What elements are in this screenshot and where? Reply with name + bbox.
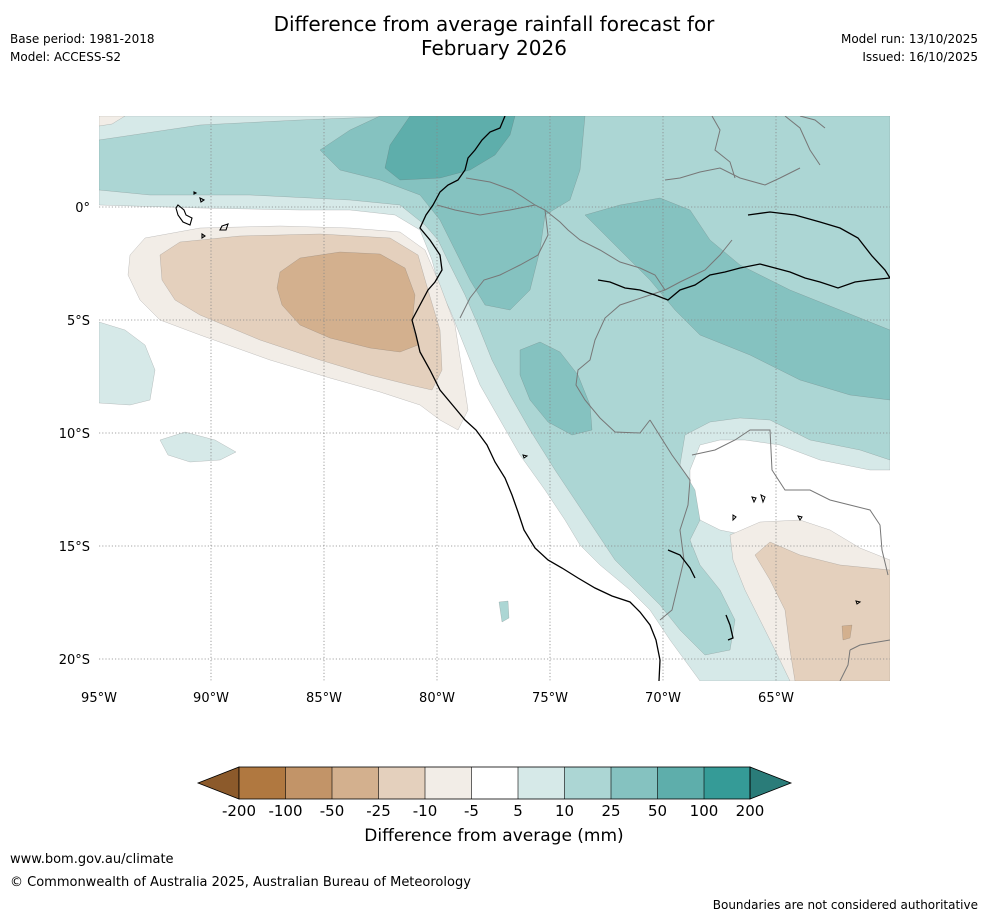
colorbar-tick: 100 bbox=[690, 802, 719, 820]
colorbar-arrow-high bbox=[749, 766, 793, 800]
lat-label: 20°S bbox=[59, 653, 90, 668]
colorbar: -200 -100 -50 -25 -10 -5 5 10 25 50 100 … bbox=[196, 766, 793, 820]
lon-label: 70°W bbox=[645, 691, 681, 706]
colorbar-arrow-low bbox=[196, 766, 240, 800]
wet-region-darker bbox=[384, 116, 516, 181]
colorbar-tick: -50 bbox=[320, 802, 345, 820]
colorbar-segment bbox=[611, 767, 658, 799]
colorbar-segment bbox=[332, 767, 379, 799]
meta-right: Model run: 13/10/2025 Issued: 16/10/2025 bbox=[841, 30, 978, 66]
longitude-labels: 95°W 90°W 85°W 80°W 75°W 70°W 65°W bbox=[81, 691, 794, 706]
colorbar-segment bbox=[471, 767, 518, 799]
coastline bbox=[411, 116, 890, 681]
colorbar-tick: 25 bbox=[601, 802, 620, 820]
meta-left: Base period: 1981-2018 Model: ACCESS-S2 bbox=[10, 30, 155, 66]
issued-text: Issued: 16/10/2025 bbox=[862, 50, 978, 64]
colorbar-segment bbox=[378, 767, 425, 799]
lat-label: 5°S bbox=[67, 314, 90, 329]
map-title: Difference from average rainfall forecas… bbox=[0, 12, 988, 60]
colorbar-label: Difference from average (mm) bbox=[364, 826, 624, 846]
lat-label: 0° bbox=[75, 201, 90, 216]
colorbar-tick: 10 bbox=[555, 802, 574, 820]
wet-region-dark-east bbox=[584, 197, 890, 401]
wet-region-light-small bbox=[498, 600, 510, 623]
colorbar-segment bbox=[425, 767, 472, 799]
colorbar-segment bbox=[285, 767, 332, 799]
dry-region-corner bbox=[99, 116, 126, 127]
lon-label: 65°W bbox=[758, 691, 794, 706]
colorbar-segment bbox=[704, 767, 750, 799]
copyright-text: © Commonwealth of Australia 2025, Austra… bbox=[10, 875, 471, 890]
lon-label: 90°W bbox=[193, 691, 229, 706]
colorbar-segment bbox=[657, 767, 704, 799]
model-text: Model: ACCESS-S2 bbox=[10, 50, 122, 64]
map-gridlines bbox=[99, 116, 890, 681]
colorbar-segment bbox=[239, 767, 286, 799]
colorbar-tick: -5 bbox=[464, 802, 479, 820]
colorbar-tick: -10 bbox=[413, 802, 438, 820]
lon-label: 95°W bbox=[81, 691, 117, 706]
lon-label: 80°W bbox=[419, 691, 455, 706]
colorbar-tick: -100 bbox=[268, 802, 302, 820]
dry-region-dark-southeast bbox=[841, 624, 853, 641]
inland-lakes bbox=[522, 454, 862, 605]
model-run-text: Model run: 13/10/2025 bbox=[840, 32, 978, 46]
website-text: www.bom.gov.au/climate bbox=[10, 852, 174, 867]
colorbar-tick: -200 bbox=[222, 802, 256, 820]
wet-region-dark-central bbox=[519, 341, 593, 436]
country-borders bbox=[436, 116, 890, 681]
map-title-line2: February 2026 bbox=[421, 36, 567, 60]
wet-region-light-west bbox=[99, 321, 156, 406]
wet-region-light-southwest bbox=[159, 431, 237, 463]
colorbar-segment bbox=[518, 767, 565, 799]
colorbar-tick: -25 bbox=[366, 802, 391, 820]
galapagos-islands bbox=[175, 191, 229, 240]
base-period-text: Base period: 1981-2018 bbox=[10, 32, 155, 46]
colorbar-tick: 50 bbox=[648, 802, 667, 820]
colorbar-tick: 200 bbox=[736, 802, 765, 820]
colorbar-segment bbox=[564, 767, 611, 799]
lon-label: 85°W bbox=[306, 691, 342, 706]
lon-label: 75°W bbox=[532, 691, 568, 706]
lat-label: 10°S bbox=[59, 427, 90, 442]
map-title-line1: Difference from average rainfall forecas… bbox=[273, 12, 715, 36]
latitude-labels: 0° 5°S 10°S 15°S 20°S bbox=[59, 201, 90, 668]
disclaimer-text: Boundaries are not considered authoritat… bbox=[712, 898, 978, 912]
colorbar-tick: 5 bbox=[513, 802, 523, 820]
lat-label: 15°S bbox=[59, 540, 90, 555]
dry-region-mid-southeast bbox=[754, 541, 890, 681]
